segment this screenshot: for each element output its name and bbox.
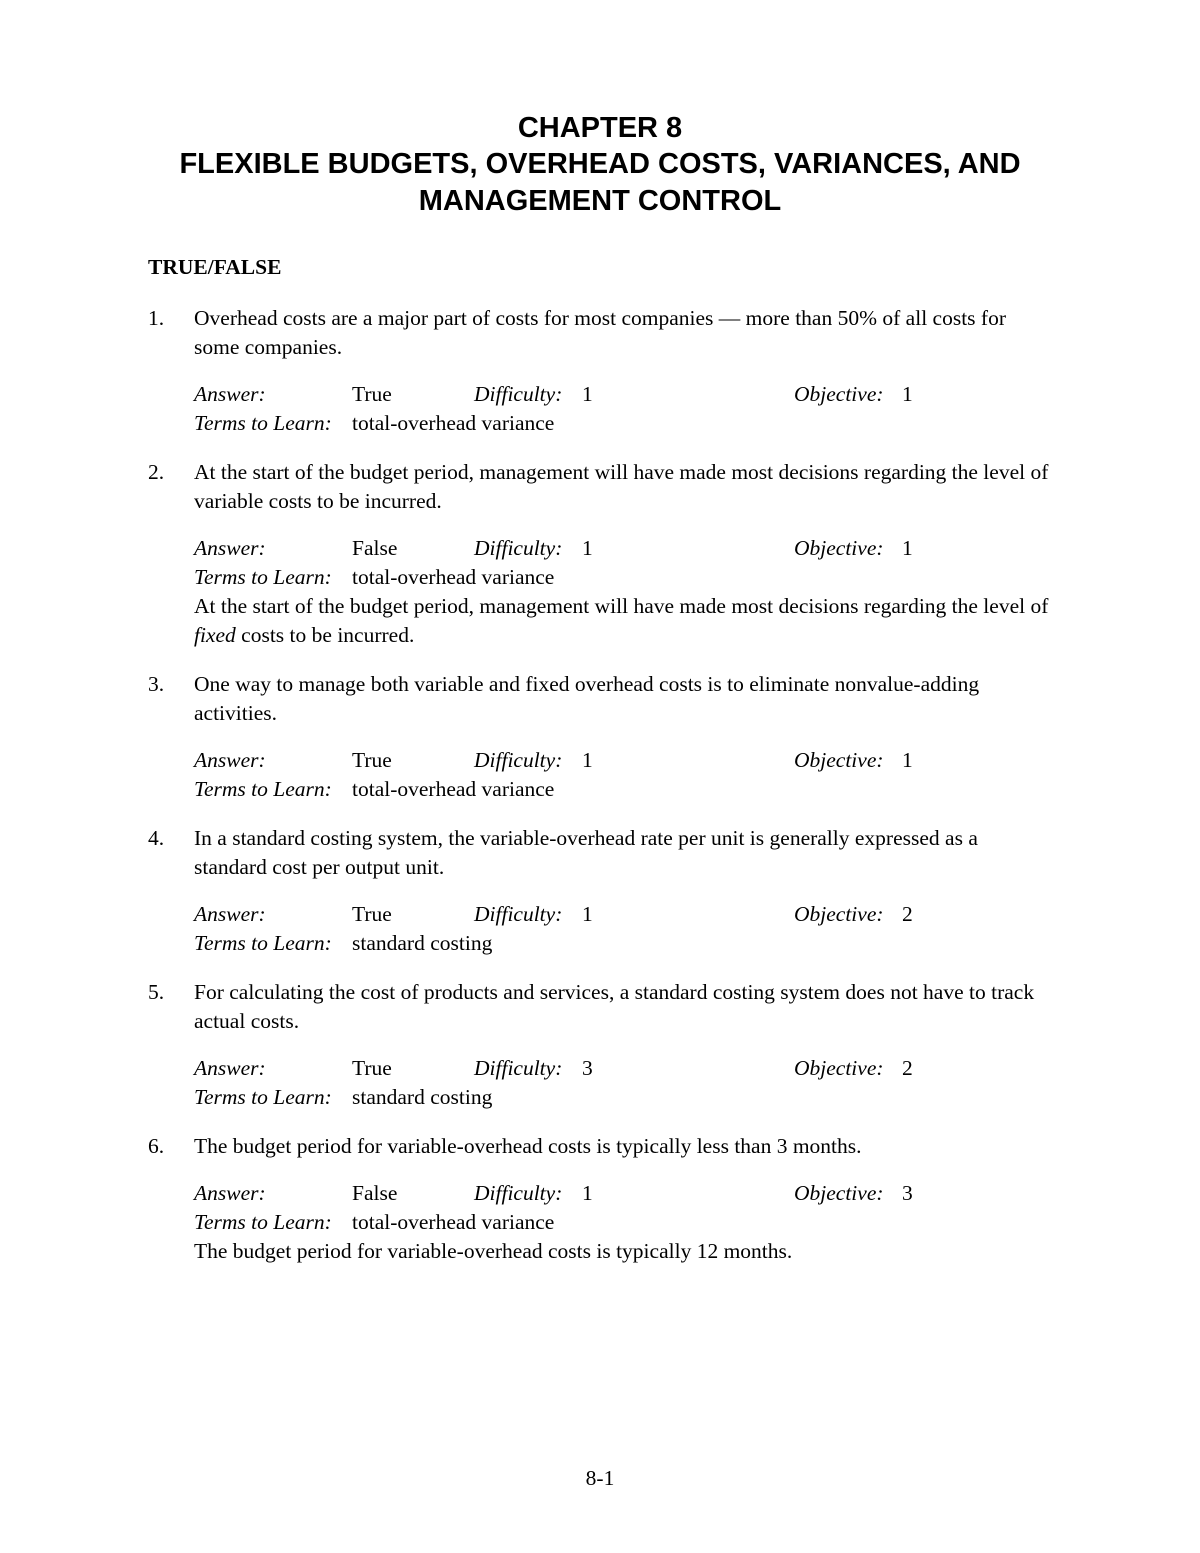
answer-value: False — [352, 534, 474, 563]
objective-label: Objective: — [794, 534, 902, 563]
answer-label: Answer: — [194, 746, 352, 775]
objective-label: Objective: — [794, 1054, 902, 1083]
difficulty-label: Difficulty: — [474, 380, 582, 409]
terms-value: standard costing — [352, 929, 1052, 958]
question-number: 3. — [148, 670, 194, 804]
question-text: At the start of the budget period, manag… — [194, 458, 1052, 516]
terms-value: standard costing — [352, 1083, 1052, 1112]
terms-value: total-overhead variance — [352, 563, 1052, 592]
terms-row: Terms to Learn:standard costing — [194, 929, 1052, 958]
difficulty-label: Difficulty: — [474, 534, 582, 563]
difficulty-value: 3 — [582, 1054, 794, 1083]
difficulty-label: Difficulty: — [474, 1179, 582, 1208]
objective-value: 2 — [902, 900, 1052, 929]
terms-value: total-overhead variance — [352, 775, 1052, 804]
terms-label: Terms to Learn: — [194, 409, 352, 438]
explanation: The budget period for variable-overhead … — [194, 1237, 1052, 1266]
question-text: Overhead costs are a major part of costs… — [194, 304, 1052, 362]
explanation-text-pre: The budget period for variable-overhead … — [194, 1239, 792, 1263]
question: 4.In a standard costing system, the vari… — [148, 824, 1052, 958]
answer-label: Answer: — [194, 1054, 352, 1083]
question-body: The budget period for variable-overhead … — [194, 1132, 1052, 1266]
question-body: In a standard costing system, the variab… — [194, 824, 1052, 958]
question: 6.The budget period for variable-overhea… — [148, 1132, 1052, 1266]
answer-value: False — [352, 1179, 474, 1208]
terms-label: Terms to Learn: — [194, 929, 352, 958]
answer-meta-row: Answer:TrueDifficulty:1Objective:1 — [194, 746, 1052, 775]
answer-label: Answer: — [194, 1179, 352, 1208]
answer-value: True — [352, 380, 474, 409]
question-number: 1. — [148, 304, 194, 438]
objective-label: Objective: — [794, 746, 902, 775]
objective-value: 1 — [902, 534, 1052, 563]
question-body: Overhead costs are a major part of costs… — [194, 304, 1052, 438]
answer-value: True — [352, 1054, 474, 1083]
objective-value: 2 — [902, 1054, 1052, 1083]
objective-label: Objective: — [794, 1179, 902, 1208]
terms-label: Terms to Learn: — [194, 1083, 352, 1112]
terms-value: total-overhead variance — [352, 1208, 1052, 1237]
question-body: For calculating the cost of products and… — [194, 978, 1052, 1112]
terms-label: Terms to Learn: — [194, 563, 352, 592]
difficulty-value: 1 — [582, 746, 794, 775]
answer-label: Answer: — [194, 534, 352, 563]
question-text: One way to manage both variable and fixe… — [194, 670, 1052, 728]
terms-row: Terms to Learn:standard costing — [194, 1083, 1052, 1112]
difficulty-value: 1 — [582, 380, 794, 409]
question-body: One way to manage both variable and fixe… — [194, 670, 1052, 804]
heading-line1: CHAPTER 8 — [148, 110, 1052, 146]
answer-meta-row: Answer:TrueDifficulty:1Objective:2 — [194, 900, 1052, 929]
question-number: 6. — [148, 1132, 194, 1266]
terms-row: Terms to Learn:total-overhead variance — [194, 563, 1052, 592]
question: 5.For calculating the cost of products a… — [148, 978, 1052, 1112]
question-text: In a standard costing system, the variab… — [194, 824, 1052, 882]
difficulty-value: 1 — [582, 534, 794, 563]
terms-label: Terms to Learn: — [194, 1208, 352, 1237]
section-label: TRUE/FALSE — [148, 253, 1052, 282]
answer-meta-row: Answer:TrueDifficulty:3Objective:2 — [194, 1054, 1052, 1083]
terms-row: Terms to Learn:total-overhead variance — [194, 775, 1052, 804]
question-text: For calculating the cost of products and… — [194, 978, 1052, 1036]
question: 3.One way to manage both variable and fi… — [148, 670, 1052, 804]
explanation: At the start of the budget period, manag… — [194, 592, 1052, 650]
difficulty-value: 1 — [582, 900, 794, 929]
explanation-text-pre: At the start of the budget period, manag… — [194, 594, 1048, 618]
question-body: At the start of the budget period, manag… — [194, 458, 1052, 650]
question-text: The budget period for variable-overhead … — [194, 1132, 1052, 1161]
answer-value: True — [352, 900, 474, 929]
objective-label: Objective: — [794, 900, 902, 929]
difficulty-value: 1 — [582, 1179, 794, 1208]
answer-meta-row: Answer:FalseDifficulty:1Objective:1 — [194, 534, 1052, 563]
questions-list: 1.Overhead costs are a major part of cos… — [148, 304, 1052, 1266]
chapter-heading: CHAPTER 8 FLEXIBLE BUDGETS, OVERHEAD COS… — [148, 110, 1052, 219]
terms-label: Terms to Learn: — [194, 775, 352, 804]
question-number: 2. — [148, 458, 194, 650]
question: 2.At the start of the budget period, man… — [148, 458, 1052, 650]
answer-label: Answer: — [194, 900, 352, 929]
objective-value: 1 — [902, 380, 1052, 409]
heading-line2: FLEXIBLE BUDGETS, OVERHEAD COSTS, VARIAN… — [148, 146, 1052, 219]
objective-label: Objective: — [794, 380, 902, 409]
question-number: 4. — [148, 824, 194, 958]
explanation-text-post: costs to be incurred. — [236, 623, 415, 647]
terms-value: total-overhead variance — [352, 409, 1052, 438]
answer-meta-row: Answer:FalseDifficulty:1Objective:3 — [194, 1179, 1052, 1208]
terms-row: Terms to Learn:total-overhead variance — [194, 409, 1052, 438]
objective-value: 3 — [902, 1179, 1052, 1208]
answer-label: Answer: — [194, 380, 352, 409]
page-number: 8-1 — [0, 1464, 1200, 1493]
difficulty-label: Difficulty: — [474, 900, 582, 929]
question-number: 5. — [148, 978, 194, 1112]
difficulty-label: Difficulty: — [474, 1054, 582, 1083]
question: 1.Overhead costs are a major part of cos… — [148, 304, 1052, 438]
answer-meta-row: Answer:TrueDifficulty:1Objective:1 — [194, 380, 1052, 409]
explanation-emphasis: fixed — [194, 623, 236, 647]
terms-row: Terms to Learn:total-overhead variance — [194, 1208, 1052, 1237]
objective-value: 1 — [902, 746, 1052, 775]
difficulty-label: Difficulty: — [474, 746, 582, 775]
answer-value: True — [352, 746, 474, 775]
